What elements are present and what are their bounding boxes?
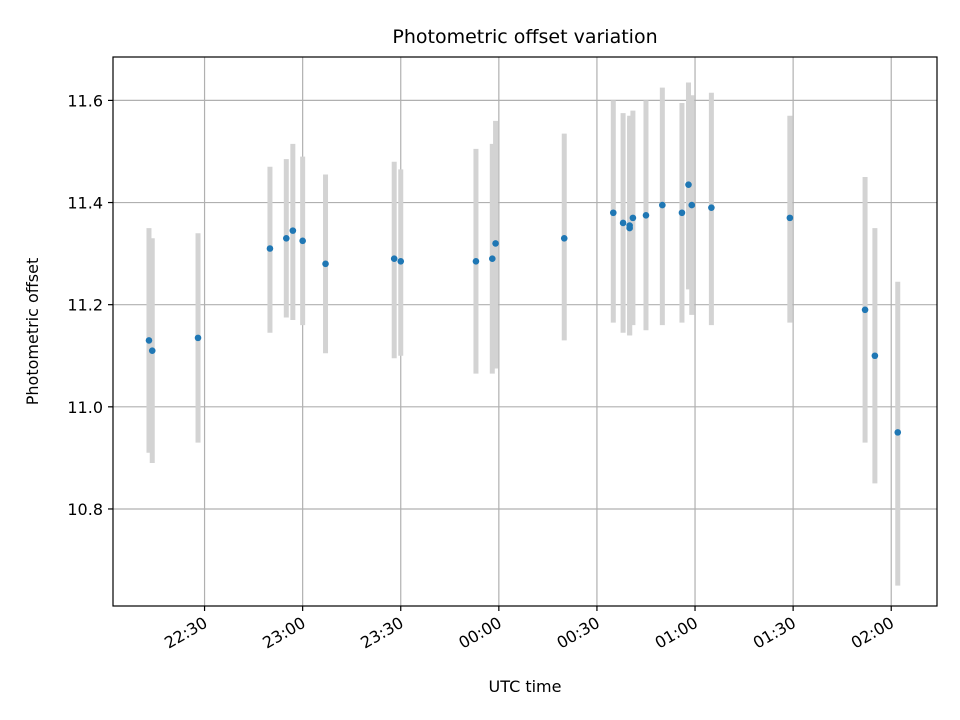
x-tick-label: 01:00 [652,613,701,653]
data-point [289,227,297,234]
data-point [609,209,617,217]
data-point [299,237,306,245]
data-point [283,234,290,242]
data-point [489,255,496,263]
y-tick-label: 10.8 [67,500,103,519]
x-tick-label: 23:30 [357,613,406,653]
data-point [492,240,499,247]
data-point [659,201,666,209]
y-tick-label: 11.6 [67,91,103,110]
data-point [322,260,329,268]
ticks: 22:30 23:00 23:30 00:00 00:30 01:00 01:30 02:00… [67,91,897,652]
x-tick-label: 00:00 [455,613,504,653]
data-point [148,347,156,354]
x-axis-title: UTC time [489,677,562,696]
x-tick-label: 01:30 [750,613,799,653]
plot-frame [112,56,938,607]
data-point [871,352,879,360]
x-tick-label: 23:00 [259,613,308,653]
data-point [194,334,202,342]
data-point [145,337,153,344]
y-tick-label: 11.2 [67,296,103,315]
chart-title: Photometric offset variation [392,26,657,48]
y-axis-title: Photometric offset [23,258,42,406]
y-tick-label: 11.4 [67,194,103,213]
grid [113,57,937,606]
data-point [642,212,650,219]
data-point [472,257,480,265]
data-point [861,306,869,314]
data-point [266,245,274,252]
data-point [894,429,902,436]
x-tick-label: 02:00 [848,613,897,653]
error-bars [146,82,901,586]
data-point [560,234,568,242]
data-point [685,181,692,188]
data-point [786,214,794,222]
data-point [626,224,633,232]
data-point [678,209,686,217]
data-point [619,219,627,227]
data-point [708,204,715,211]
x-tick-label: 22:30 [161,613,210,653]
data-points [145,181,902,436]
data-point [390,255,398,263]
data-point [688,201,696,209]
y-tick-label: 11.0 [67,398,103,417]
data-point [397,257,405,265]
x-tick-label: 00:30 [554,613,603,653]
data-point [629,214,637,222]
